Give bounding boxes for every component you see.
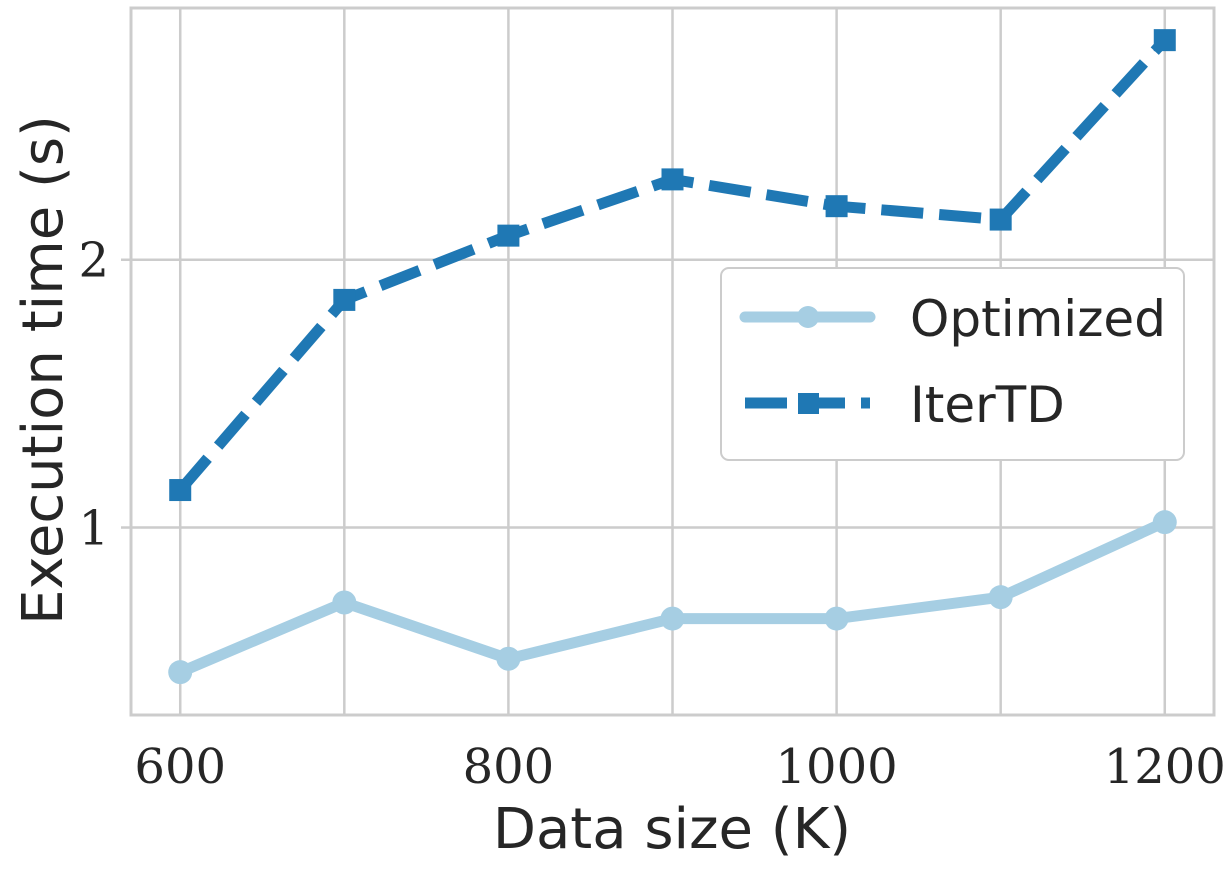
y-tick-label: 2 xyxy=(78,233,109,289)
series-layer xyxy=(168,29,1177,685)
x-tick-label: 1000 xyxy=(776,739,898,795)
series-optimized xyxy=(168,510,1177,685)
data-point-itertd xyxy=(825,195,848,218)
legend-marker-itertd xyxy=(798,393,819,414)
data-point-optimized xyxy=(168,660,193,685)
data-point-itertd xyxy=(497,224,520,247)
y-axis-label: Execution time (s) xyxy=(11,115,76,625)
x-axis-label: Data size (K) xyxy=(493,797,851,862)
data-point-itertd xyxy=(169,479,192,502)
data-point-itertd xyxy=(989,208,1012,231)
y-tick-label: 1 xyxy=(78,501,109,557)
data-point-optimized xyxy=(988,585,1013,610)
legend-label-optimized: Optimized xyxy=(910,290,1166,348)
x-tick-label: 1200 xyxy=(1104,739,1226,795)
data-point-optimized xyxy=(496,646,521,671)
y-tick-labels: 12 xyxy=(78,233,109,557)
data-point-itertd xyxy=(661,168,684,191)
data-point-optimized xyxy=(1152,510,1177,535)
x-tick-label: 600 xyxy=(134,739,226,795)
data-point-optimized xyxy=(660,606,685,631)
series-itertd xyxy=(169,29,1176,502)
legend: Optimized IterTD xyxy=(720,267,1185,461)
data-point-itertd xyxy=(333,288,356,311)
data-point-optimized xyxy=(824,606,849,631)
data-point-itertd xyxy=(1153,29,1176,52)
legend-label-itertd: IterTD xyxy=(910,376,1065,434)
x-tick-label: 800 xyxy=(463,739,555,795)
legend-marker-optimized xyxy=(797,306,819,328)
x-tick-labels: 600 800 1000 1200 xyxy=(134,739,1225,795)
data-point-optimized xyxy=(332,590,357,615)
